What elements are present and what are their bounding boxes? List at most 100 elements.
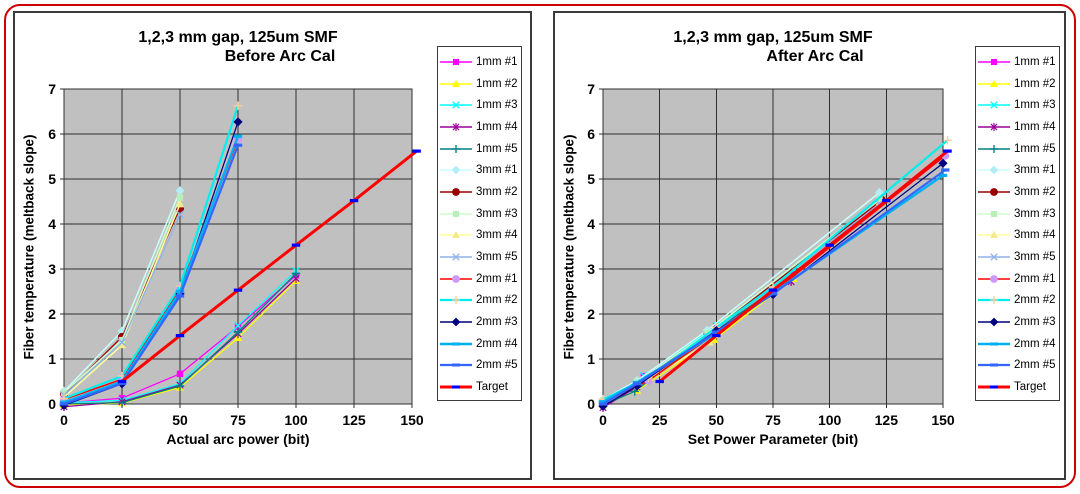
chart-title: 1,2,3 mm gap, 125um SMF [673, 29, 873, 46]
legend-item: 2mm #3 [438, 311, 521, 333]
marker-dash [712, 334, 721, 338]
series-line [120, 149, 419, 383]
y-tick-label: 1 [48, 351, 56, 367]
y-tick-label: 5 [48, 171, 56, 187]
marker-dash [233, 288, 243, 292]
x-tick-label: 100 [284, 412, 308, 428]
legend-label: 2mm #3 [476, 316, 518, 329]
marker-star [452, 122, 460, 132]
legend-swatch [440, 165, 472, 175]
legend-after: 1mm #1 1mm #2 1mm #3 1mm #4 1mm #5 3mm #1 3mm … [975, 46, 1060, 401]
legend-item: Target [438, 376, 521, 398]
legend-label: 3mm #3 [1014, 207, 1056, 220]
plot-area-after [598, 88, 952, 412]
legend-item: 3mm #3 [438, 203, 521, 225]
marker-plus [233, 327, 243, 337]
x-tick-label: 100 [817, 412, 842, 428]
legend-item: 1mm #5 [976, 138, 1059, 160]
legend-swatch [440, 188, 472, 196]
x-tick-label: 50 [172, 412, 188, 428]
y-tick-label: 5 [587, 171, 595, 187]
series-line [62, 144, 240, 406]
legend-item: 3mm #3 [976, 203, 1059, 225]
marker-dash [452, 363, 460, 367]
legend-item: 2mm #1 [976, 268, 1059, 290]
marker-dash [990, 342, 998, 346]
legend-label: 1mm #1 [476, 55, 518, 68]
legend-label: 3mm #4 [1014, 229, 1056, 242]
marker-dash [175, 294, 185, 298]
legend-item: 1mm #2 [438, 73, 521, 95]
legend-item: 2mm #5 [438, 355, 521, 377]
marker-square [876, 196, 883, 203]
y-tick-label: 7 [48, 81, 56, 97]
marker-dash [825, 243, 834, 247]
legend-swatch [978, 122, 1010, 132]
marker-dash [938, 173, 948, 177]
marker-square [990, 210, 998, 217]
marker-triangle [452, 231, 460, 239]
legend-item: 2mm #2 [438, 290, 521, 312]
legend-item: 1mm #3 [438, 94, 521, 116]
series-line [62, 104, 240, 400]
legend-swatch [440, 122, 472, 132]
marker-dash [452, 385, 460, 389]
marker-x [990, 253, 998, 261]
legend-item: 1mm #5 [438, 138, 521, 160]
marker-circle [990, 188, 998, 196]
x-axis-title: Actual arc power (bit) [166, 431, 310, 447]
marker-diamond [989, 317, 999, 327]
legend-before: 1mm #1 1mm #2 1mm #3 1mm #4 1mm #5 3mm #1 3mm … [437, 46, 522, 401]
y-axis-title: Fiber temperature (meltback slope) [21, 133, 37, 360]
series-line [602, 191, 881, 401]
marker-dash [59, 402, 69, 406]
legend-label: 2mm #4 [476, 337, 518, 350]
legend-label: 3mm #3 [476, 207, 518, 220]
marker-dash [349, 199, 359, 203]
legend-item: 3mm #5 [438, 246, 521, 268]
marker-triangle [117, 340, 127, 349]
y-tick-label: 2 [48, 306, 56, 322]
marker-dash [412, 149, 421, 153]
legend-swatch [440, 101, 472, 109]
legend-item: Target [976, 376, 1059, 398]
legend-swatch [440, 79, 472, 87]
legend-item: 2mm #5 [976, 355, 1059, 377]
x-tick-label: 0 [599, 412, 607, 428]
legend-label: 1mm #2 [1014, 77, 1056, 90]
legend-swatch [978, 79, 1010, 87]
series-line [62, 135, 240, 404]
legend-swatch [978, 253, 1010, 261]
marker-diamond [117, 326, 127, 336]
series-2mm-5 [598, 168, 950, 406]
legend-swatch [978, 296, 1010, 305]
y-tick-label: 2 [587, 306, 595, 322]
y-tick-label: 4 [587, 216, 595, 232]
y-tick-label: 0 [587, 396, 595, 412]
legend-item: 1mm #1 [976, 51, 1059, 73]
marker-plus [452, 144, 460, 153]
marker-plus [990, 296, 998, 305]
marker-dash [632, 382, 642, 386]
x-tick-label: 50 [708, 412, 725, 428]
marker-x [452, 253, 460, 261]
legend-label: 2mm #1 [476, 272, 518, 285]
chart-title: 1,2,3 mm gap, 125um SMF [138, 29, 338, 46]
legend-label: 1mm #1 [1014, 55, 1056, 68]
series-1mm-5 [59, 269, 301, 409]
legend-item: 1mm #3 [976, 94, 1059, 116]
legend-item: 1mm #4 [438, 116, 521, 138]
marker-dash [768, 288, 778, 292]
marker-triangle [452, 79, 460, 87]
legend-swatch [440, 253, 472, 261]
y-tick-label: 6 [48, 126, 56, 142]
plot-border [602, 88, 944, 405]
y-tick-label: 1 [587, 351, 595, 367]
marker-circle [452, 188, 460, 196]
x-tick-label: 0 [60, 412, 68, 428]
x-tick-label: 25 [114, 412, 130, 428]
legend-item: 3mm #2 [438, 181, 521, 203]
legend-label: 1mm #2 [476, 77, 518, 90]
red-rounded-frame [4, 4, 1076, 488]
legend-swatch [440, 144, 472, 153]
